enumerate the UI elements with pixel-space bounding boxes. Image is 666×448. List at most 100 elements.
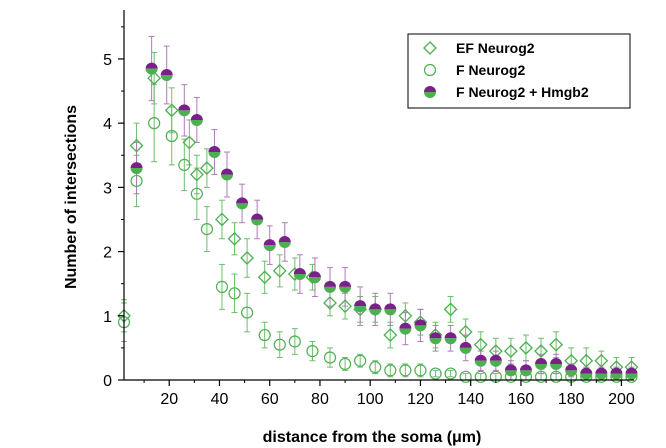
marker-bottom-half (278, 241, 291, 248)
data-point-f-neurog2-hmgb2 (519, 364, 532, 377)
x-tick-label: 100 (357, 391, 384, 408)
marker-top-half (208, 146, 221, 153)
marker-top-half (324, 280, 337, 287)
marker-bottom-half (293, 274, 306, 281)
marker-bottom-half (308, 277, 321, 284)
data-point-f-neurog2-hmgb2 (278, 235, 291, 248)
data-point-ef-neurog2 (147, 71, 162, 86)
data-point-f-neurog2 (444, 367, 457, 380)
data-point-ef-neurog2 (534, 344, 548, 359)
data-point-f-neurog2-hmgb2 (208, 146, 221, 159)
marker-bottom-half (595, 373, 608, 380)
marker-bottom-half (565, 370, 578, 377)
data-point-f-neurog2 (148, 117, 161, 130)
marker-bottom-half (424, 92, 436, 98)
marker-top-half (160, 69, 173, 75)
legend-marker-ef-neurog2 (423, 41, 437, 55)
data-point-f-neurog2-hmgb2 (459, 341, 472, 354)
data-point-f-neurog2-hmgb2 (178, 104, 191, 117)
x-axis-title: distance from the soma (μm) (263, 429, 482, 446)
data-point-ef-neurog2 (182, 135, 197, 150)
data-point-f-neurog2 (429, 367, 442, 380)
marker-bottom-half (130, 168, 143, 175)
marker-bottom-half (369, 309, 382, 316)
marker-bottom-half (429, 338, 442, 345)
y-tick-label: 1 (103, 309, 112, 326)
data-point-f-neurog2 (459, 370, 472, 383)
marker-bottom-half (145, 68, 158, 75)
data-point-f-neurog2-hmgb2 (610, 367, 623, 380)
y-axis-title: Number of intersections (63, 105, 80, 289)
x-tick-label: 200 (608, 391, 635, 408)
marker-top-half (308, 271, 321, 278)
data-point-f-neurog2 (273, 338, 286, 351)
y-tick-label: 5 (103, 52, 112, 69)
x-tick-label: 80 (311, 391, 329, 408)
marker-top-half (190, 113, 203, 120)
marker-top-half (263, 239, 276, 246)
marker-top-half (178, 104, 191, 111)
data-point-f-neurog2 (399, 364, 412, 377)
data-point-f-neurog2 (258, 328, 271, 342)
data-point-f-neurog2 (215, 280, 229, 293)
data-point-f-neurog2-hmgb2 (263, 239, 276, 252)
data-point-ef-neurog2 (272, 263, 287, 278)
marker-top-half (595, 367, 608, 374)
marker-top-half (565, 364, 578, 371)
marker-bottom-half (190, 119, 203, 126)
data-point-f-neurog2 (288, 335, 301, 348)
data-point-f-neurog2-hmgb2 (339, 280, 352, 293)
data-point-ef-neurog2 (398, 308, 413, 323)
data-point-ef-neurog2 (579, 353, 594, 368)
data-point-ef-neurog2 (503, 344, 518, 359)
data-point-f-neurog2-hmgb2 (160, 69, 173, 81)
data-point-ef-neurog2 (458, 324, 473, 339)
marker-top-half (399, 322, 412, 329)
x-tick-label: 120 (407, 391, 434, 408)
marker-top-half (535, 357, 548, 364)
marker-bottom-half (324, 286, 337, 293)
data-point-ef-neurog2 (257, 270, 272, 285)
data-point-f-neurog2 (354, 354, 367, 367)
marker-bottom-half (474, 360, 487, 367)
marker-top-half (474, 354, 487, 361)
marker-top-half (339, 280, 352, 287)
marker-top-half (384, 303, 397, 310)
marker-bottom-half (580, 373, 593, 380)
data-point-f-neurog2 (306, 345, 319, 358)
legend-marker-f-neurog2-hmgb2 (424, 86, 436, 98)
marker-top-half (354, 300, 367, 307)
marker-top-half (625, 367, 638, 374)
data-point-f-neurog2 (550, 370, 563, 383)
data-point-ef-neurog2 (549, 337, 564, 352)
marker-bottom-half (251, 219, 264, 226)
data-point-f-neurog2 (130, 174, 143, 188)
marker-bottom-half (550, 363, 563, 370)
data-point-f-neurog2-hmgb2 (293, 268, 306, 281)
legend-marker-f-neurog2 (423, 63, 437, 77)
data-point-f-neurog2 (414, 364, 427, 377)
data-point-ef-neurog2 (519, 340, 533, 355)
marker-top-half (580, 367, 593, 374)
marker-bottom-half (399, 328, 412, 335)
data-point-f-neurog2 (178, 158, 191, 171)
y-tick-label: 4 (103, 116, 112, 133)
data-point-f-neurog2-hmgb2 (236, 197, 249, 210)
marker-top-half (278, 235, 291, 242)
data-point-ef-neurog2 (189, 167, 204, 182)
x-tick-label: 180 (558, 391, 585, 408)
data-point-f-neurog2 (228, 287, 241, 300)
y-tick-label: 3 (103, 180, 112, 197)
data-point-ef-neurog2 (443, 302, 458, 317)
data-point-f-neurog2-hmgb2 (324, 280, 337, 293)
marker-bottom-half (160, 75, 173, 81)
data-point-f-neurog2 (165, 129, 178, 143)
marker-top-half (414, 319, 427, 326)
marker-bottom-half (610, 373, 623, 380)
data-point-f-neurog2-hmgb2 (429, 332, 442, 345)
marker-top-half (424, 86, 436, 92)
data-point-f-neurog2 (323, 351, 337, 364)
axes: 0 1 2 3 4 5 20 40 60 80 100 120 140 160 180 200 (103, 10, 635, 408)
x-tick-label: 20 (160, 391, 178, 408)
marker-bottom-half (459, 347, 472, 354)
